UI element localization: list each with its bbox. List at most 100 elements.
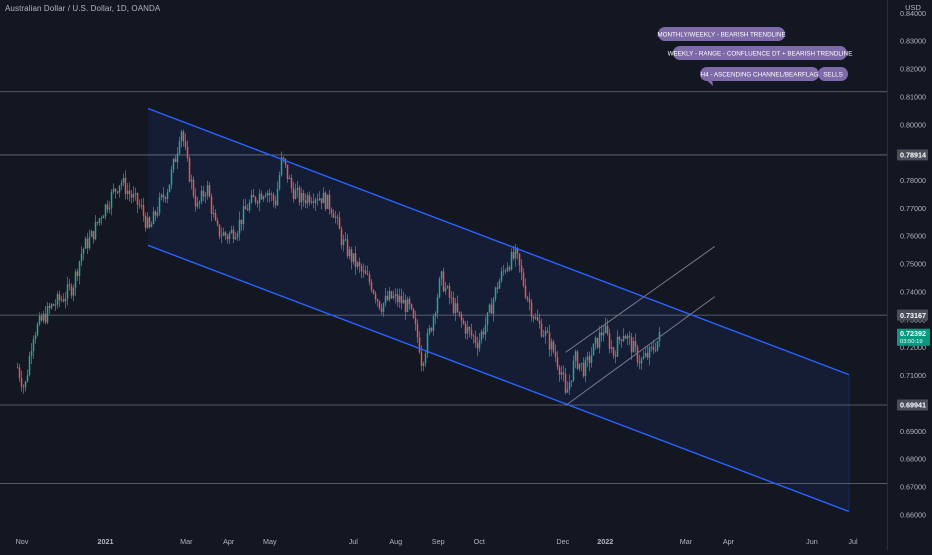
candle-body [494, 287, 497, 300]
candle-body [68, 284, 71, 286]
candle-body [294, 189, 297, 199]
candle-body [98, 218, 101, 223]
candle-body [504, 270, 507, 272]
level-price-label: 0.73167 [900, 311, 926, 320]
y-tick-label: 0.77000 [900, 204, 926, 213]
annotation-bubble[interactable] [818, 67, 848, 81]
candle-body [236, 233, 239, 238]
x-tick-label: 2022 [597, 537, 613, 546]
annotation-bubble[interactable] [658, 27, 785, 41]
x-tick-label: Jul [349, 537, 359, 546]
candle-body [286, 164, 289, 179]
candle-body [602, 332, 605, 336]
candle-body [644, 352, 647, 357]
x-tick-label: Sep [432, 537, 445, 546]
candle-body [474, 336, 477, 344]
candle-body [560, 372, 563, 375]
candle-body [246, 209, 249, 211]
candle-body [264, 195, 267, 197]
candle-body [20, 377, 23, 387]
falling-channel-upper-line[interactable] [147, 107, 850, 376]
x-tick-label: Apr [723, 537, 735, 546]
candle-body [652, 346, 655, 350]
candle-body [346, 239, 349, 257]
candle-body [226, 235, 229, 240]
candle-body [512, 252, 515, 259]
y-tick-label: 0.71000 [900, 371, 926, 380]
candle-body [654, 349, 657, 351]
falling-channel-lower-line[interactable] [147, 244, 850, 513]
y-tick-label: 0.84000 [900, 9, 926, 18]
x-tick-label: Aug [389, 537, 402, 546]
candle-body [244, 206, 247, 210]
candle-body [370, 282, 373, 291]
candle-body [40, 316, 43, 321]
candle-body [376, 299, 379, 302]
candle-body [182, 131, 185, 142]
candle-body [172, 158, 175, 170]
candle-body [592, 343, 595, 356]
candle-body [448, 286, 451, 298]
y-tick-label: 0.82000 [900, 65, 926, 74]
candle-body [524, 285, 527, 298]
annotation-bubble[interactable] [700, 67, 819, 81]
candle-body [92, 231, 95, 240]
candle-body [256, 202, 259, 204]
candle-body [368, 274, 371, 283]
x-tick-label: Jul [848, 537, 858, 546]
candle-body [542, 335, 545, 337]
candle-body [540, 323, 543, 337]
candle-body [224, 232, 227, 236]
candle-body [184, 141, 187, 147]
candle-body [206, 185, 209, 196]
candle-body [112, 188, 115, 192]
symbol-title[interactable]: Australian Dollar / U.S. Dollar, 1D, OAN… [5, 4, 161, 13]
candle-body [628, 335, 631, 338]
candle-body [408, 298, 411, 305]
current-price-badge[interactable] [897, 328, 930, 346]
candle-body [190, 179, 193, 182]
candle-body [366, 273, 369, 275]
candle-body [234, 237, 237, 240]
level-price-badge [897, 309, 928, 321]
rising-channel-lower-line[interactable] [565, 296, 716, 406]
candle-body [398, 295, 401, 302]
x-tick-label: Jun [806, 537, 818, 546]
candle-body [434, 313, 437, 317]
candle-body [188, 158, 191, 182]
candle-body [438, 278, 441, 298]
candle-body [514, 248, 517, 259]
candle-body [656, 341, 659, 351]
candle-body [506, 267, 509, 272]
candle-body [548, 332, 551, 350]
candle-body [526, 297, 529, 300]
candle-body [216, 220, 219, 225]
candle-body [538, 320, 541, 324]
candle-body [104, 204, 107, 217]
candle-body [342, 239, 345, 245]
annotation-bubble[interactable] [673, 46, 847, 60]
candle-body [26, 374, 29, 382]
candle-body [310, 201, 313, 203]
candle-body [262, 196, 265, 200]
candle-body [444, 287, 447, 292]
candle-body [70, 285, 73, 296]
y-tick-label: 0.83000 [900, 37, 926, 46]
candle-body [456, 303, 459, 312]
candle-body [378, 301, 381, 309]
candle-body [194, 195, 197, 207]
candle-body [232, 229, 235, 240]
candle-body [300, 193, 303, 203]
candle-body [110, 191, 113, 208]
candle-body [218, 224, 221, 237]
rising-channel-upper-line[interactable] [565, 246, 716, 353]
candle-body [152, 211, 155, 225]
candle-body [522, 272, 525, 286]
candle-body [166, 192, 169, 199]
current-price-countdown: 03:50:19 [900, 339, 923, 345]
candle-body [530, 302, 533, 317]
candle-body [48, 306, 51, 308]
candle-body [314, 199, 317, 204]
